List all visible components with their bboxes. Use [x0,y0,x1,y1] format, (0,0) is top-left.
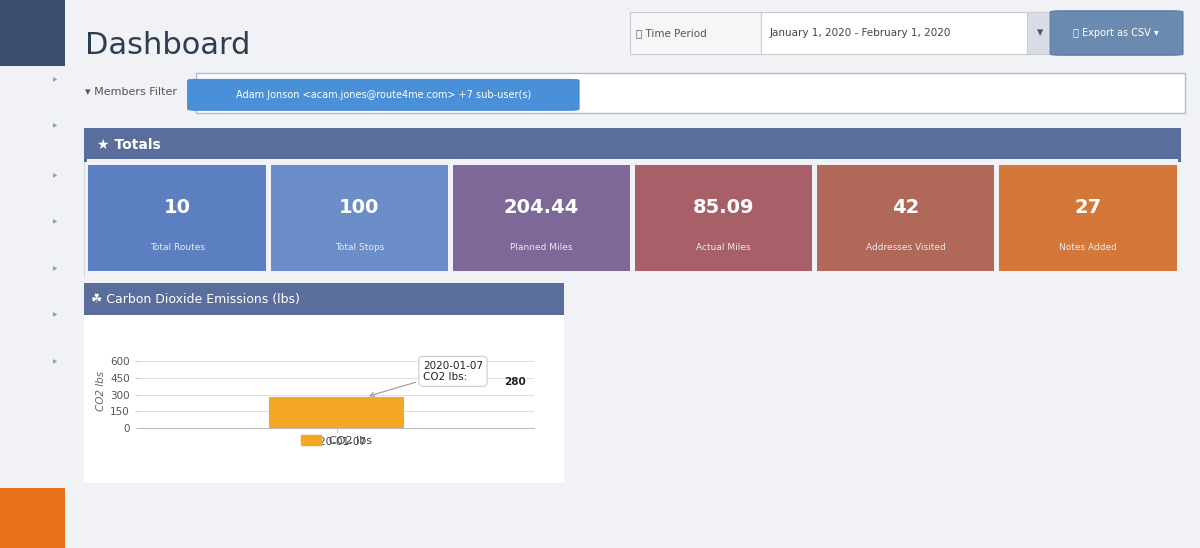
Legend: CO2 lbs: CO2 lbs [296,431,377,450]
FancyBboxPatch shape [452,165,630,271]
Text: ▶: ▶ [53,266,58,271]
Text: ▾: ▾ [1037,26,1043,39]
FancyBboxPatch shape [1050,11,1183,55]
FancyBboxPatch shape [196,73,1186,113]
Text: 📅 Time Period: 📅 Time Period [636,28,707,38]
Text: Notes Added: Notes Added [1058,243,1117,252]
Text: 204.44: 204.44 [504,198,580,216]
FancyBboxPatch shape [88,159,1177,272]
Text: 2020-01-07
CO2 lbs:: 2020-01-07 CO2 lbs: [370,361,482,397]
FancyBboxPatch shape [0,0,65,66]
FancyBboxPatch shape [89,165,266,271]
FancyBboxPatch shape [1027,12,1052,54]
Text: 100: 100 [340,198,379,216]
Text: ▶: ▶ [53,359,58,364]
Text: ▶: ▶ [53,312,58,318]
Text: 85.09: 85.09 [692,198,755,216]
Text: 280: 280 [504,377,526,387]
Text: Total Routes: Total Routes [150,243,205,252]
Text: ▶: ▶ [53,219,58,225]
FancyBboxPatch shape [0,488,65,548]
Text: Actual Miles: Actual Miles [696,243,751,252]
Text: ☘ Carbon Dioxide Emissions (lbs): ☘ Carbon Dioxide Emissions (lbs) [91,293,300,305]
Text: January 1, 2020 - February 1, 2020: January 1, 2020 - February 1, 2020 [770,28,952,38]
Y-axis label: CO2 lbs: CO2 lbs [96,371,106,412]
Text: Planned Miles: Planned Miles [510,243,572,252]
FancyBboxPatch shape [85,129,103,150]
Text: ▾ Members Filter: ▾ Members Filter [85,87,178,98]
FancyBboxPatch shape [998,165,1176,271]
Text: Adam Jonson <acam.jones@route4me.com> +7 sub-user(s): Adam Jonson <acam.jones@route4me.com> +7… [235,90,530,100]
FancyBboxPatch shape [84,283,564,315]
Text: ▶: ▶ [53,123,58,129]
FancyBboxPatch shape [817,165,995,271]
Text: ★ Totals: ★ Totals [97,138,161,152]
FancyBboxPatch shape [635,165,812,271]
Text: 42: 42 [892,198,919,216]
Text: Dashboard: Dashboard [85,31,251,60]
Bar [269,397,404,428]
Text: Addresses Visited: Addresses Visited [865,243,946,252]
Text: Include All Sub-Users in Report: Include All Sub-Users in Report [109,134,281,145]
FancyBboxPatch shape [270,165,449,271]
Text: 10: 10 [163,198,191,216]
FancyBboxPatch shape [187,79,580,110]
Text: ▶: ▶ [53,77,58,82]
Text: 27: 27 [1074,198,1102,216]
Text: Total Stops: Total Stops [335,243,384,252]
Text: ⤓ Export as CSV ▾: ⤓ Export as CSV ▾ [1073,28,1159,38]
FancyBboxPatch shape [84,315,564,483]
FancyBboxPatch shape [630,12,761,54]
FancyBboxPatch shape [84,128,1181,162]
Text: ▶: ▶ [53,173,58,178]
FancyBboxPatch shape [761,12,1027,54]
